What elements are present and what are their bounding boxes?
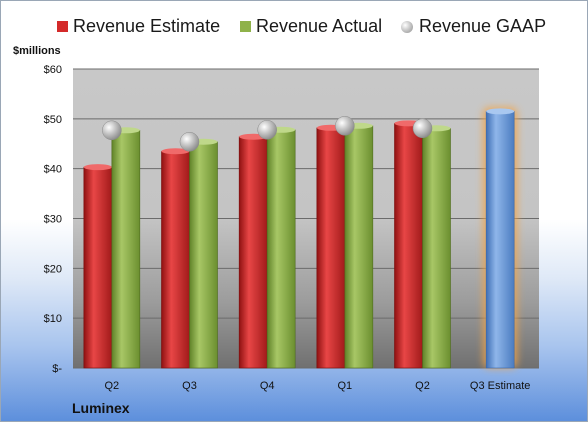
y-tick-label: $60 (44, 64, 62, 76)
bar-revenue-estimate (238, 136, 268, 369)
legend: Revenue Estimate Revenue Actual Revenue … (1, 16, 587, 42)
legend-swatch-gaap (401, 20, 413, 33)
company-name: Luminex (72, 400, 130, 416)
bar-revenue-actual (422, 128, 451, 369)
legend-label-estimate: Revenue Estimate (73, 16, 221, 36)
y-tick-label: $- (52, 363, 62, 375)
legend-label-actual: Revenue Actual (256, 16, 383, 36)
x-tick-label: Q1 (337, 380, 352, 392)
legend-swatch-actual (240, 21, 251, 32)
y-tick-label: $40 (44, 164, 62, 176)
x-tick-label: Q3 (182, 380, 197, 392)
bar-revenue-actual (189, 141, 218, 369)
bar-revenue-actual (344, 125, 374, 369)
bar-revenue-estimate (316, 127, 346, 369)
point-revenue-gaap (257, 120, 277, 140)
legend-item-actual: Revenue Actual (240, 16, 382, 37)
y-tick-label: $50 (44, 114, 62, 126)
point-revenue-gaap (412, 118, 433, 139)
bar-revenue-actual (266, 129, 296, 369)
bar-cap (83, 164, 112, 171)
x-tick-label: Q4 (260, 380, 275, 392)
bar-revenue-estimate (394, 123, 423, 369)
y-tick-label: $20 (44, 263, 62, 275)
bar-cap (161, 148, 190, 155)
y-tick-label: $10 (44, 313, 62, 325)
x-tick-label: Q2 (415, 380, 430, 392)
bar-revenue-estimate (485, 111, 515, 369)
units-label: $millions (13, 45, 61, 57)
point-revenue-gaap (179, 132, 200, 152)
legend-item-estimate: Revenue Estimate (57, 16, 220, 37)
bar-revenue-estimate (83, 166, 113, 369)
bar-cap (486, 108, 515, 115)
x-tick-label: Q2 (104, 380, 119, 392)
bar-revenue-estimate (161, 150, 190, 369)
point-revenue-gaap (102, 120, 122, 141)
legend-swatch-estimate (57, 21, 68, 32)
y-tick-label: $30 (44, 214, 62, 226)
legend-label-gaap: Revenue GAAP (419, 16, 547, 36)
legend-item-gaap: Revenue GAAP (401, 16, 546, 37)
bar-revenue-actual (111, 129, 141, 369)
point-revenue-gaap (335, 116, 355, 136)
x-tick-label: Q3 Estimate (470, 380, 531, 392)
